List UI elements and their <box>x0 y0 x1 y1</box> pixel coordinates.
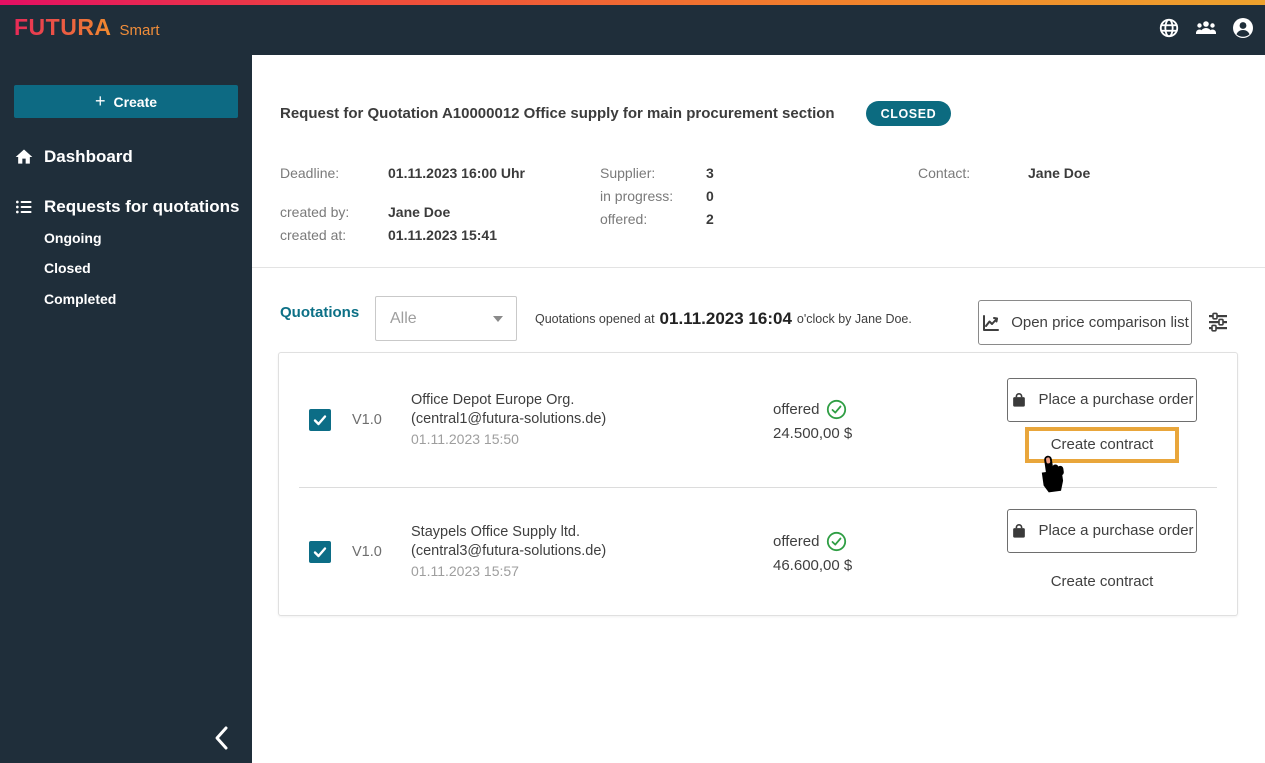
open-price-comparison-button[interactable]: Open price comparison list <box>978 300 1192 345</box>
sidebar-collapse-button[interactable] <box>205 721 239 755</box>
sidebar-item-label: Requests for quotations <box>44 197 240 216</box>
create-contract-button[interactable]: Create contract <box>1041 567 1164 596</box>
deadline-value: 01.11.2023 16:00 Uhr <box>388 165 525 181</box>
bag-icon <box>1010 522 1028 540</box>
supplier-count: 3 <box>706 165 714 181</box>
main-content: Request for Quotation A10000012 Office s… <box>252 55 1265 763</box>
quotations-filter-select[interactable]: Alle <box>375 296 517 341</box>
supplier-info: Office Depot Europe Org. (central1@futur… <box>411 391 773 449</box>
open-price-comparison-label: Open price comparison list <box>1011 314 1189 331</box>
home-icon <box>14 147 34 167</box>
created-at-value: 01.11.2023 15:41 <box>388 227 497 243</box>
quotation-actions: Place a purchase order Create contract <box>1007 377 1197 492</box>
place-purchase-order-button[interactable]: Place a purchase order <box>1007 508 1197 553</box>
place-purchase-order-button[interactable]: Place a purchase order <box>1007 377 1197 422</box>
app-logo: FUTURA Smart <box>14 14 160 41</box>
sidebar-item-requests[interactable]: Requests for quotations <box>0 190 252 224</box>
status-text: offered <box>773 532 820 550</box>
quotations-card: V1.0 Office Depot Europe Org. (central1@… <box>278 352 1238 616</box>
in-progress-label: in progress: <box>600 188 674 204</box>
quotation-row: V1.0 Office Depot Europe Org. (central1@… <box>279 353 1237 492</box>
list-icon <box>14 197 34 217</box>
bag-icon <box>1010 391 1028 409</box>
status-text: offered <box>773 400 820 418</box>
place-purchase-order-label: Place a purchase order <box>1038 391 1194 408</box>
supplier-name: Office Depot Europe Org. <box>411 392 575 408</box>
sidebar-item-dashboard[interactable]: Dashboard <box>0 140 252 174</box>
quotation-row: V1.0 Staypels Office Supply ltd. (centra… <box>279 488 1237 616</box>
submitted-timestamp: 01.11.2023 15:50 <box>411 431 519 447</box>
supplier-email: (central1@futura-solutions.de) <box>411 411 607 427</box>
status-badge: CLOSED <box>865 101 952 126</box>
top-bar: FUTURA Smart <box>0 0 1265 55</box>
logo-text: FUTURA <box>14 14 112 40</box>
quotation-checkbox[interactable] <box>309 409 331 431</box>
logo-suffix: Smart <box>119 22 160 39</box>
created-by-label: created by: <box>280 204 350 220</box>
highlight-box: Create contract <box>1025 426 1179 463</box>
globe-icon[interactable] <box>1157 16 1181 40</box>
chart-icon <box>981 313 1001 333</box>
contact-value: Jane Doe <box>1028 165 1091 181</box>
submitted-timestamp: 01.11.2023 15:57 <box>411 563 519 579</box>
created-at-label: created at: <box>280 227 347 243</box>
created-by-value: Jane Doe <box>388 204 451 220</box>
sidebar-item-closed[interactable]: Closed <box>44 260 91 276</box>
sidebar-item-ongoing[interactable]: Ongoing <box>44 230 102 246</box>
chevron-down-icon <box>493 315 503 322</box>
users-icon[interactable] <box>1194 16 1218 40</box>
brand-gradient-strip <box>0 0 1265 5</box>
sidebar-item-completed[interactable]: Completed <box>44 291 117 307</box>
offered-count: 2 <box>706 211 714 227</box>
quotation-version: V1.0 <box>352 544 382 560</box>
quotation-status: offered 46.600,00 $ <box>773 531 1007 574</box>
contact-label: Contact: <box>918 165 971 181</box>
create-button-label: Create <box>113 93 158 110</box>
in-progress-count: 0 <box>706 188 714 204</box>
row-divider <box>299 487 1217 488</box>
account-icon[interactable] <box>1231 16 1255 40</box>
create-contract-button[interactable]: Create contract <box>1050 436 1154 453</box>
plus-icon: + <box>94 91 106 111</box>
section-divider <box>252 267 1265 268</box>
quotation-status: offered 24.500,00 $ <box>773 399 1007 442</box>
create-button[interactable]: + Create <box>14 85 238 118</box>
offered-label: offered: <box>600 211 648 227</box>
filter-tune-icon[interactable] <box>1207 311 1229 333</box>
opened-suffix: o'clock by Jane Doe. <box>796 311 912 326</box>
supplier-info: Staypels Office Supply ltd. (central3@fu… <box>411 523 773 581</box>
supplier-email: (central3@futura-solutions.de) <box>411 543 607 559</box>
opened-prefix: Quotations opened at <box>535 311 655 326</box>
opened-info: Quotations opened at 01.11.2023 16:04 o'… <box>535 296 912 341</box>
filter-selected-value: Alle <box>390 309 417 327</box>
quotation-checkbox[interactable] <box>309 541 331 563</box>
quotation-price: 46.600,00 $ <box>773 556 853 574</box>
sidebar-item-label: Dashboard <box>44 147 133 166</box>
quotation-version: V1.0 <box>352 412 382 428</box>
request-details: Deadline: 01.11.2023 16:00 Uhr created b… <box>280 165 1240 260</box>
place-purchase-order-label: Place a purchase order <box>1038 522 1194 539</box>
page-title: Request for Quotation A10000012 Office s… <box>280 105 835 122</box>
quotation-actions: Place a purchase order Create contract <box>1007 508 1197 596</box>
check-circle-icon <box>826 399 847 420</box>
supplier-label: Supplier: <box>600 165 656 181</box>
sidebar: + Create Dashboard Requests for quotatio… <box>0 55 252 763</box>
quotation-price: 24.500,00 $ <box>773 424 853 442</box>
supplier-name: Staypels Office Supply ltd. <box>411 524 580 540</box>
quotations-section-label: Quotations <box>280 304 360 321</box>
check-circle-icon <box>826 531 847 552</box>
deadline-label: Deadline: <box>280 165 340 181</box>
opened-time: 01.11.2023 16:04 <box>659 308 792 328</box>
